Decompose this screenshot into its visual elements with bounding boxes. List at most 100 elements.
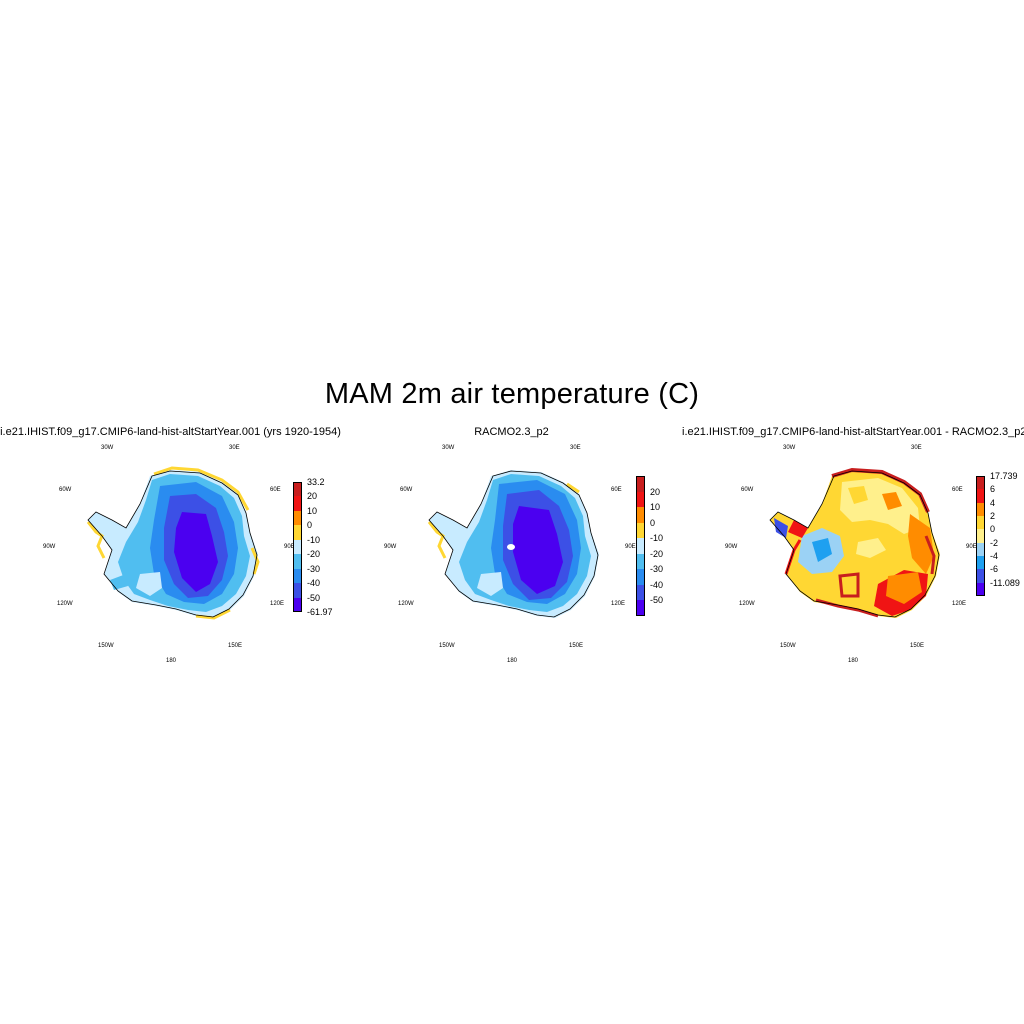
panel-title: i.e21.IHIST.f09_g17.CMIP6-land-hist-altS… bbox=[682, 426, 1024, 438]
lon-label-150e: 150E bbox=[569, 643, 583, 649]
colorbar-swatch bbox=[293, 496, 302, 512]
lon-label-90w: 90W bbox=[384, 544, 397, 550]
colorbar-swatch bbox=[636, 507, 645, 524]
panel-model: i.e21.IHIST.f09_g17.CMIP6-land-hist-altS… bbox=[0, 424, 341, 674]
lon-label-120e: 120E bbox=[270, 601, 284, 607]
lon-label-120e: 120E bbox=[611, 601, 625, 607]
coastline bbox=[769, 470, 940, 618]
colorbar-label: -61.97 bbox=[307, 607, 333, 617]
lon-label-60w: 60W bbox=[59, 487, 72, 493]
antarctica-map: 30W 30E 60W 60E 90W 90E 120W 120E 150W 1… bbox=[384, 445, 636, 664]
colorbar-label: 2 bbox=[990, 511, 996, 521]
lon-label-180: 180 bbox=[166, 658, 177, 664]
colorbar-label: 0 bbox=[990, 524, 996, 535]
colorbar-label: -20 bbox=[650, 548, 664, 559]
colorbar-label: -20 bbox=[307, 549, 321, 560]
lon-label-120e: 120E bbox=[952, 601, 966, 607]
colorbar-label: -6 bbox=[990, 564, 999, 575]
colorbar-swatch bbox=[293, 583, 302, 599]
antarctica-map: 30W 30E 60W 60E 90W 90E 120W 120E 150W 1… bbox=[43, 445, 295, 664]
lon-label-150e: 150E bbox=[910, 643, 924, 649]
colorbar-label: 0 bbox=[650, 517, 656, 528]
lon-label-150e: 150E bbox=[228, 643, 242, 649]
temperature-field bbox=[88, 470, 258, 618]
colorbar-label: 10 bbox=[307, 505, 318, 516]
colorbar-swatch bbox=[976, 569, 985, 584]
lon-label-60e: 60E bbox=[611, 487, 622, 493]
colorbar-swatch bbox=[976, 476, 985, 490]
lon-label-30e: 30E bbox=[911, 445, 922, 451]
colorbar-swatch bbox=[976, 542, 985, 557]
colorbar-label: 20 bbox=[307, 491, 318, 502]
colorbar-label: 4 bbox=[990, 497, 996, 508]
colorbar: 17.739 6 4 2 0 -2 -4 -6 -11.089 bbox=[976, 471, 1024, 616]
antarctica-map: 30W 30E 60W 60E 90W 90E 120W 120E 150W 1… bbox=[725, 445, 977, 664]
lon-label-90e: 90E bbox=[966, 544, 977, 550]
colorbar-swatch bbox=[636, 600, 645, 617]
colorbar-swatch bbox=[636, 538, 645, 555]
longitude-labels: 30W 30E 60W 60E 90W 90E 120W 120E 150W 1… bbox=[384, 445, 636, 664]
colorbar-label: -30 bbox=[650, 564, 664, 575]
colorbar-swatch bbox=[636, 476, 645, 493]
colorbar-swatch bbox=[976, 556, 985, 570]
colorbar-swatch bbox=[636, 491, 645, 508]
lon-label-60w: 60W bbox=[400, 487, 413, 493]
lon-label-120w: 120W bbox=[739, 601, 755, 607]
colorbar-swatch bbox=[293, 525, 302, 541]
colorbar-swatch bbox=[976, 516, 985, 530]
colorbar-swatch bbox=[976, 582, 985, 597]
coastline bbox=[87, 470, 258, 618]
lon-label-90w: 90W bbox=[43, 544, 56, 550]
lon-label-90e: 90E bbox=[625, 544, 636, 550]
colorbar-label: -40 bbox=[307, 578, 321, 589]
lon-label-180: 180 bbox=[507, 658, 518, 664]
panel-title: i.e21.IHIST.f09_g17.CMIP6-land-hist-altS… bbox=[0, 426, 341, 438]
colorbar-label: -30 bbox=[307, 563, 321, 574]
panel-difference: i.e21.IHIST.f09_g17.CMIP6-land-hist-altS… bbox=[682, 424, 1024, 674]
colorbar-label: 10 bbox=[650, 502, 661, 513]
lon-label-30w: 30W bbox=[101, 445, 114, 451]
temperature-field bbox=[429, 470, 599, 618]
colorbar-swatch bbox=[293, 568, 302, 584]
lon-label-120w: 120W bbox=[57, 601, 73, 607]
lon-label-90w: 90W bbox=[725, 544, 738, 550]
temperature-difference-field bbox=[770, 467, 940, 618]
figure-title: MAM 2m air temperature (C) bbox=[324, 378, 700, 410]
lon-label-150w: 150W bbox=[439, 643, 455, 649]
colorbar-label: -11.089 bbox=[990, 577, 1020, 588]
colorbar-label: -4 bbox=[990, 551, 999, 561]
lon-label-180: 180 bbox=[848, 658, 859, 664]
colorbar-label: 20 bbox=[650, 486, 661, 497]
coastline bbox=[428, 470, 599, 618]
panel-racmo: RACMO2.3_p2 30W 30E 60W 60E 90W 90E 120W… bbox=[341, 424, 682, 674]
lon-label-90e: 90E bbox=[284, 544, 295, 550]
lon-label-60w: 60W bbox=[741, 487, 754, 493]
lon-label-30w: 30W bbox=[783, 445, 796, 451]
colorbar-swatch bbox=[293, 597, 302, 613]
colorbar-swatch bbox=[636, 553, 645, 570]
panel-title: RACMO2.3_p2 bbox=[474, 426, 549, 438]
lon-label-60e: 60E bbox=[270, 487, 281, 493]
longitude-labels: 30W 30E 60W 60E 90W 90E 120W 120E 150W 1… bbox=[43, 445, 295, 664]
lon-label-30e: 30E bbox=[229, 445, 240, 451]
colorbar-label: -50 bbox=[307, 592, 321, 603]
colorbar-label: -40 bbox=[650, 579, 664, 590]
colorbar-swatch bbox=[293, 510, 302, 526]
lon-label-120w: 120W bbox=[398, 601, 414, 607]
colorbar: 20 10 0 -10 -20 -30 -40 -50 bbox=[636, 476, 696, 617]
colorbar-label: -10 bbox=[650, 533, 664, 544]
lon-label-150w: 150W bbox=[98, 643, 114, 649]
lon-label-60e: 60E bbox=[952, 487, 963, 493]
colorbar: 33.2 20 10 0 -10 -20 -30 -40 -50 -61.97 bbox=[293, 477, 353, 622]
colorbar-label: 6 bbox=[990, 484, 996, 495]
colorbar-swatch bbox=[293, 539, 302, 555]
colorbar-label: 0 bbox=[307, 520, 313, 531]
colorbar-label: 17.739 bbox=[990, 471, 1018, 481]
colorbar-label: -2 bbox=[990, 537, 999, 548]
colorbar-swatch bbox=[636, 522, 645, 539]
colorbar-label: -50 bbox=[650, 595, 664, 606]
colorbar-label: 33.2 bbox=[307, 477, 325, 487]
lon-label-30e: 30E bbox=[570, 445, 581, 451]
colorbar-swatch bbox=[976, 489, 985, 504]
colorbar-swatch bbox=[636, 584, 645, 601]
